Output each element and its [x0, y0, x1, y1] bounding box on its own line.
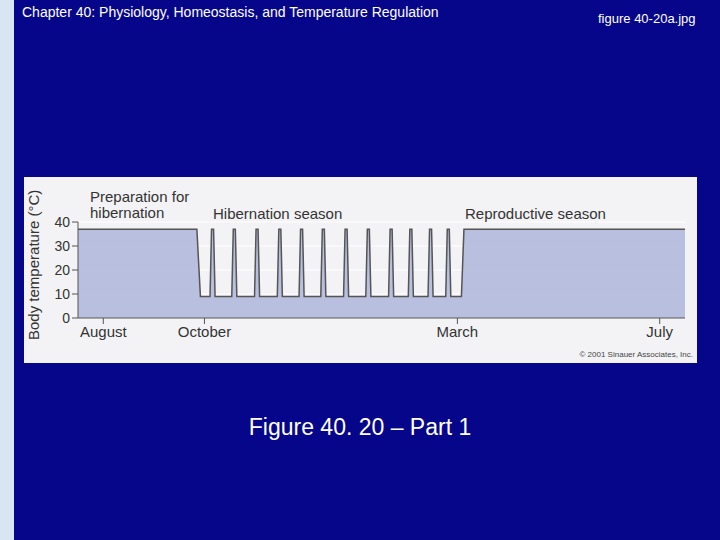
svg-text:0: 0: [62, 310, 70, 326]
svg-text:30: 30: [54, 238, 70, 254]
html-text:Preparation for hibernation: Preparation for hibernation: [90, 188, 190, 221]
html-text:Chapter 40: Physiology, Homeos: Chapter 40: Physiology, Homeostasis, and…: [22, 4, 439, 20]
html-text:Reproductive season: Reproductive season: [465, 205, 606, 222]
html-text:Hibernation season: Hibernation season: [213, 205, 343, 222]
svg-text:10: 10: [54, 286, 70, 302]
svg-text:July: July: [646, 323, 673, 340]
svg-text:August: August: [80, 323, 128, 340]
html-text:© 2001 Sinauer Associates, Inc: © 2001 Sinauer Associates, Inc.: [579, 350, 693, 359]
html-text:figure 40-20a.jpg: figure 40-20a.jpg: [598, 11, 696, 26]
svg-text:March: March: [437, 323, 479, 340]
svg-text:20: 20: [54, 262, 70, 278]
svg-text:October: October: [178, 323, 231, 340]
svg-text:40: 40: [54, 214, 70, 230]
svg-text:Body temperature (°C): Body temperature (°C): [25, 190, 42, 340]
html-text:Figure 40. 20 – Part 1: Figure 40. 20 – Part 1: [248, 414, 472, 440]
